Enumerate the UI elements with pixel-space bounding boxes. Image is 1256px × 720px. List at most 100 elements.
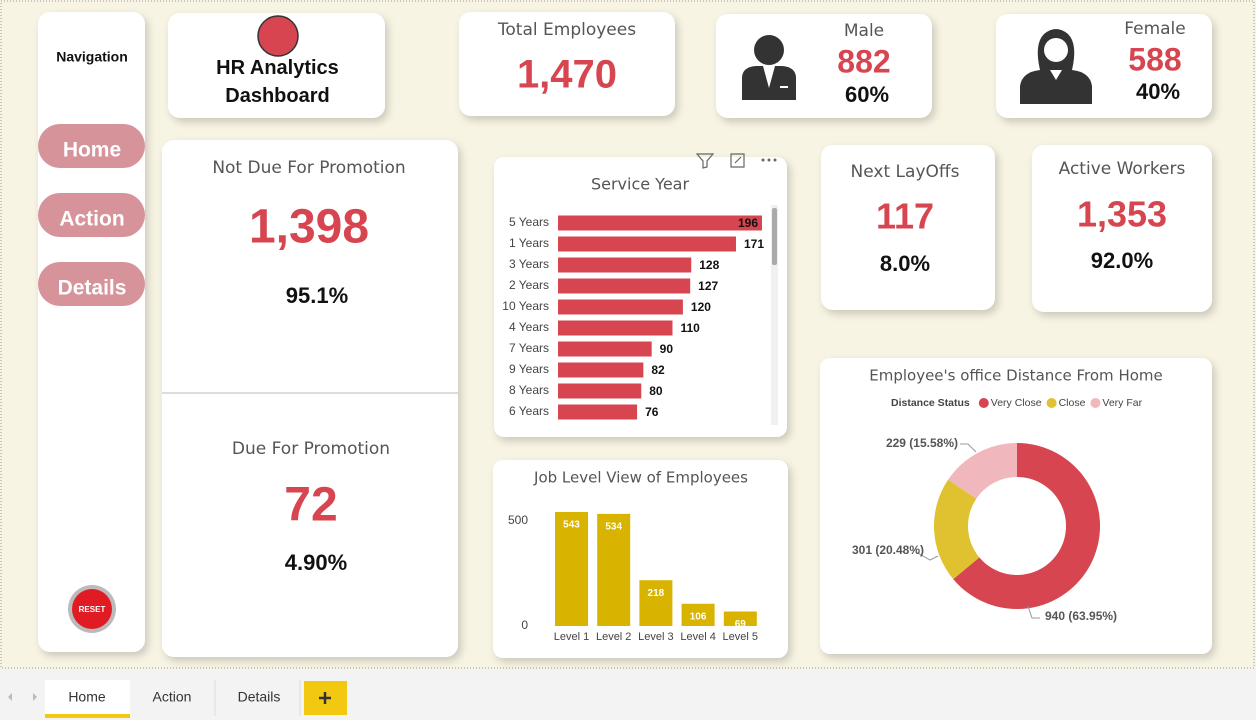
bar [558,257,692,273]
header-card [168,13,385,118]
data-label: 171 [744,237,764,251]
nav-button-bg[interactable] [38,193,145,237]
x-tick-label: Level 5 [723,631,758,643]
filter-icon[interactable] [695,153,715,169]
y-tick-label: 1 Years [509,236,549,250]
nav-button-bg[interactable] [38,124,145,168]
kpi-value: 1,398 [249,201,369,254]
bar [597,513,631,626]
reset-button[interactable]: RESET [68,585,116,633]
kpi-label: Active Workers [1059,159,1186,179]
bar [558,362,644,378]
add-page-icon[interactable] [319,692,331,704]
leader-line [915,551,939,561]
kpi-label: Female [1124,19,1185,39]
nav-button-label[interactable]: Action [59,208,124,231]
data-label: 76 [645,405,659,419]
kpi-card [821,145,995,310]
header-logo [257,15,299,57]
bar [558,215,762,231]
tab[interactable]: Details [238,689,281,705]
kpi-card [459,12,675,116]
tab[interactable]: Home [68,689,106,705]
kpi-value: 1,353 [1077,194,1167,235]
bar [639,580,673,626]
kpi-card [1032,145,1212,312]
chart-title: Service Year [591,175,690,194]
y-tick-label: 10 Years [502,299,549,313]
y-tick-label: 6 Years [509,404,549,418]
data-label: 80 [649,384,663,398]
x-tick-label: Level 1 [554,631,589,643]
legend-label: Very Close [991,397,1042,409]
nav-button-bg[interactable] [38,262,145,306]
male-icon [742,35,796,100]
data-label-box: 301 (20.48%) [852,543,924,557]
legend-swatch [1046,398,1057,408]
y-tick-label: 4 Years [509,320,549,334]
add-page-button[interactable] [304,681,347,715]
data-label: 543 [563,520,580,531]
kpi-card [716,14,932,118]
kpi-label: Male [844,21,884,41]
kpi-percent: 4.90% [285,550,347,575]
reset-label[interactable]: RESET [79,605,106,614]
kpi-percent: 95.1% [286,283,348,308]
kpi-value: 882 [837,43,890,79]
kpi-percent: 8.0% [880,251,930,276]
y-tick-label: 8 Years [509,383,549,397]
data-label: 106 [690,611,707,622]
data-label: 534 [605,522,622,533]
nav-button[interactable]: Action [38,193,145,237]
data-label: 110 [680,321,700,335]
header-title-box: HR Analytics Dashboard [216,57,339,107]
data-label: 69 [735,619,747,630]
y-tick-label: 3 Years [509,257,549,271]
more-icon[interactable] [761,158,777,162]
bar [723,611,757,626]
focus-icon[interactable] [730,153,745,168]
data-label: 90 [660,342,674,356]
reset-face[interactable] [72,589,112,629]
nav-button-label[interactable]: Details [58,277,127,300]
bar [558,299,683,315]
x-tick-label: Level 3 [638,631,673,643]
visual-toolbar[interactable] [695,153,777,169]
distance-panel [820,358,1212,654]
data-label: 128 [699,258,719,272]
data-label: 218 [648,588,665,599]
y-tick-label: 0 [521,618,528,632]
bar [558,341,652,357]
y-tick-label: 7 Years [509,341,549,355]
nav-button[interactable]: Home [38,124,145,168]
y-tick-label: 9 Years [509,362,549,376]
kpi-label: Total Employees [497,20,636,40]
bar [558,404,638,420]
data-label-box: 229 (15.58%) [885,436,958,450]
scrollbar[interactable] [771,205,778,425]
bar [558,320,673,336]
donut-slice [953,443,1100,610]
kpi-label: Next LayOffs [851,162,960,182]
data-label: 120 [691,300,711,314]
header-title: HR Analytics Dashboard [216,57,339,107]
leader-line [960,443,977,453]
scrollbar-thumb[interactable] [772,208,777,265]
y-tick-label: 5 Years [509,215,549,229]
data-label: 82 [651,363,665,377]
tab[interactable]: Action [153,689,192,705]
kpi-value: 588 [1128,41,1181,77]
legend-swatch [978,398,989,408]
x-tick-label: Level 4 [680,631,715,643]
active-tab-bg[interactable] [45,680,130,718]
kpi-value: 72 [284,479,337,532]
tab-bar [0,670,1256,720]
nav-button[interactable]: Details [38,262,145,306]
data-label: 229 (15.58%) [885,436,958,450]
chart-title: Employee's office Distance From Home [869,367,1163,385]
y-tick-label: 2 Years [509,278,549,292]
nav-button-label[interactable]: Home [63,139,121,162]
bar [558,278,691,294]
x-tick-label: Level 2 [596,631,631,643]
